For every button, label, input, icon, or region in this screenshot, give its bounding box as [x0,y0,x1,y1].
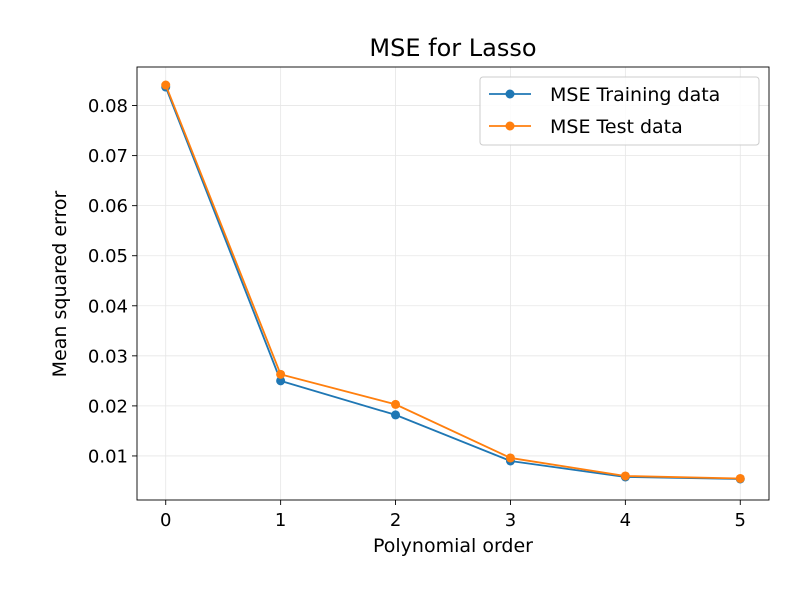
y-tick-label-4: 0.05 [88,246,128,267]
series-line-0 [164,86,741,480]
legend-box [479,76,760,146]
x-tick-label-5: 5 [735,510,746,531]
series-layer [161,80,745,484]
legend-item-1: MSE Test data [489,116,683,138]
series-1 [161,80,745,483]
x-axis-title: Polynomial order [373,535,533,557]
y-tick-label-0: 0.01 [88,446,128,467]
x-tick-label-2: 2 [390,510,401,531]
y-tick-label-2: 0.03 [88,346,128,367]
legend: MSE Training data MSE Test data [479,76,760,146]
tick-labels: 0 1 2 3 4 5 0.01 0.02 0.03 0.04 0.05 0.06 0.07 0.08 [88,96,746,531]
data-point-1-0 [161,80,171,90]
y-tick-label-3: 0.04 [88,296,128,317]
y-axis-title: Mean squared error [49,190,71,377]
data-point-1-1 [276,369,286,379]
data-point-0-2 [391,410,401,420]
axes [132,66,770,505]
x-tick-label-1: 1 [275,510,286,531]
data-point-1-5 [735,473,745,483]
y-tick-label-1: 0.02 [88,396,128,417]
legend-item-0: MSE Training data [489,84,720,106]
x-tick-label-3: 3 [505,510,516,531]
data-point-1-4 [620,471,630,481]
plot-frame [136,66,770,501]
legend-label-1: MSE Test data [550,116,683,138]
data-point-1-3 [505,453,515,463]
y-tick-label-6: 0.07 [88,146,128,167]
data-point-1-2 [391,399,401,409]
series-line-1 [164,84,741,480]
legend-marker-1 [505,121,515,131]
data-point-0-1 [276,376,286,386]
y-tick-label-7: 0.08 [88,96,128,117]
x-tick-label-4: 4 [620,510,631,531]
x-tick-label-0: 0 [160,510,171,531]
y-tick-label-5: 0.06 [88,196,128,217]
legend-marker-0 [505,89,515,99]
chart-title: MSE for Lasso [369,34,536,62]
legend-label-0: MSE Training data [550,84,720,106]
